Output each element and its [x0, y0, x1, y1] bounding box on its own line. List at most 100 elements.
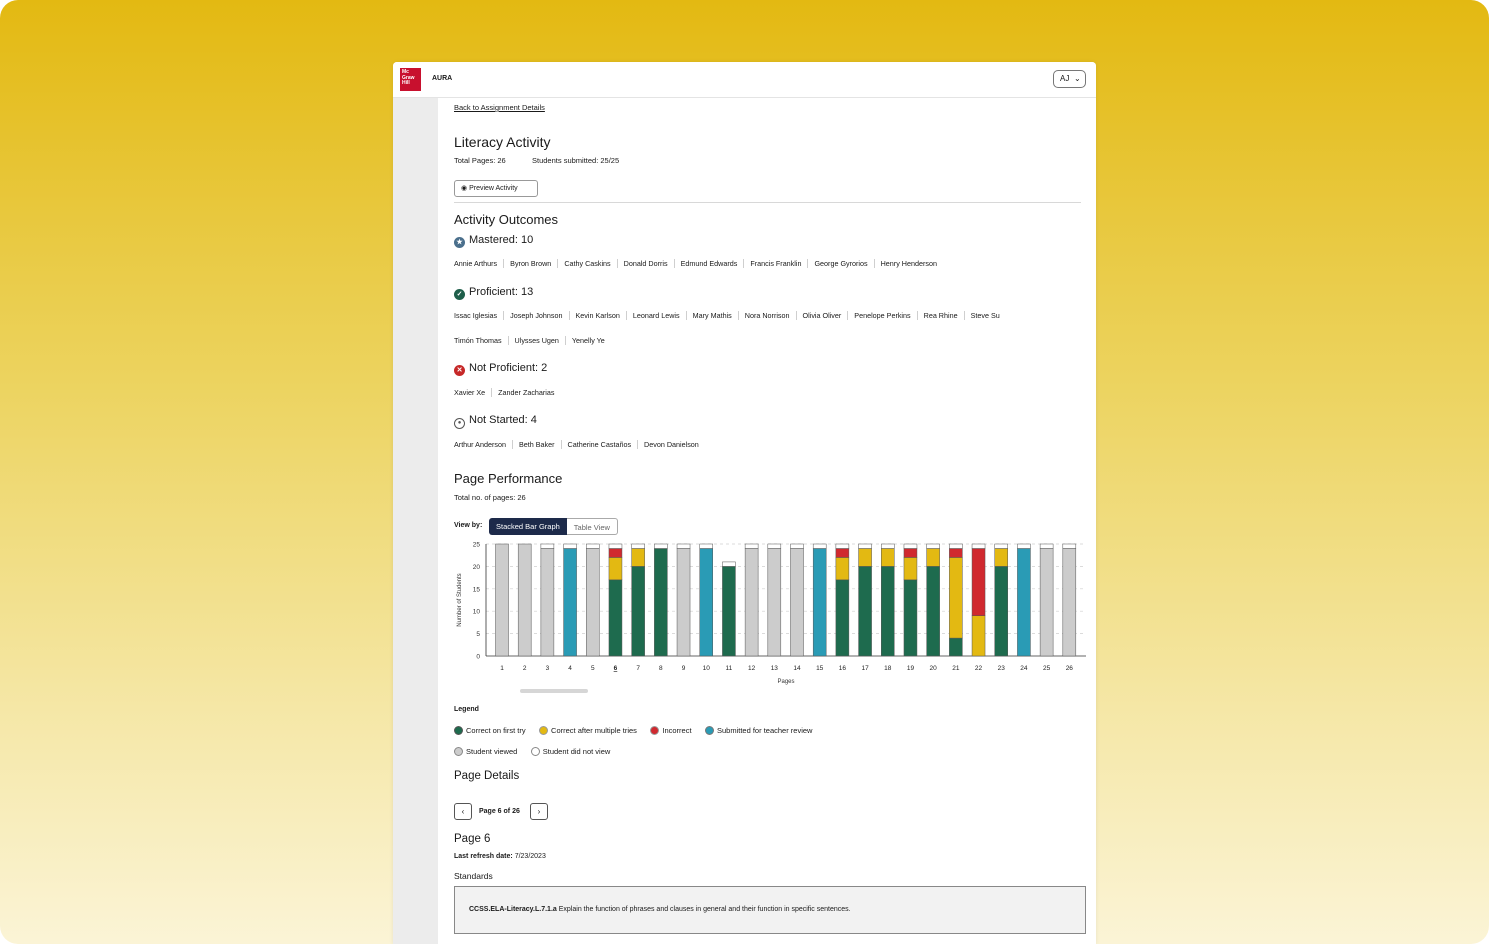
x-tick-label: 6 — [614, 665, 618, 672]
list-item[interactable]: Zander Zacharias — [498, 388, 555, 397]
list-item[interactable]: Cathy Caskins — [564, 259, 618, 268]
bar-segment — [994, 548, 1008, 567]
legend-label: Incorrect — [662, 726, 692, 735]
x-tick-label: 18 — [884, 665, 892, 672]
prev-page-button[interactable]: ‹ — [454, 803, 472, 820]
bar-segment — [767, 543, 782, 549]
list-item[interactable]: Timón Thomas — [454, 336, 509, 345]
activity-outcomes-title: Activity Outcomes — [454, 212, 559, 227]
bar-segment — [540, 548, 555, 657]
list-item[interactable]: Steve Su — [970, 311, 1000, 320]
list-item[interactable]: Mary Mathis — [693, 311, 739, 320]
x-tick-label: 20 — [930, 665, 938, 672]
bar-segment — [586, 548, 600, 657]
bar-segment — [971, 615, 986, 657]
list-item[interactable]: Kevin Karlson — [576, 311, 627, 320]
pager-label: Page 6 of 26 — [479, 808, 520, 815]
page-title: Literacy Activity — [454, 134, 551, 150]
legend-swatch — [705, 726, 714, 735]
legend-item: Submitted for teacher review — [705, 726, 812, 735]
stacked-bar-graph-tab[interactable]: Stacked Bar Graph — [489, 518, 567, 535]
bar-segment — [744, 548, 759, 657]
user-initials: AJ — [1060, 74, 1070, 83]
y-tick-label: 5 — [476, 631, 480, 638]
bar-segment — [835, 548, 850, 558]
bar-segment — [586, 543, 600, 549]
bar-segment — [881, 548, 895, 567]
bar-segment — [903, 543, 918, 549]
list-item[interactable]: Edmund Edwards — [681, 259, 745, 268]
list-item[interactable]: Donald Dorris — [624, 259, 675, 268]
list-item[interactable]: Catherine Castaños — [568, 440, 639, 449]
list-item[interactable]: Olivia Oliver — [803, 311, 849, 320]
bar-segment — [631, 543, 645, 549]
list-item[interactable]: Devon Danielson — [644, 440, 699, 449]
bar-segment — [699, 543, 713, 549]
list-item[interactable]: Joseph Johnson — [510, 311, 570, 320]
list-item[interactable]: Nora Norrison — [745, 311, 797, 320]
list-item[interactable]: Issac Iglesias — [454, 311, 505, 320]
y-axis-label: Number of Students — [457, 573, 463, 626]
bar-segment — [926, 543, 940, 549]
back-to-assignment-link[interactable]: Back to Assignment Details — [454, 103, 545, 112]
bar-segment — [949, 637, 963, 657]
check-circle-icon: ✓ — [454, 289, 465, 300]
legend-row-2: Student viewed Student did not view — [454, 743, 619, 761]
page-heading: Page 6 — [454, 833, 491, 845]
not-proficient-heading: ✕ Not Proficient: 2 — [454, 362, 547, 376]
list-item[interactable]: Penelope Perkins — [854, 311, 918, 320]
bar-segment — [903, 548, 918, 558]
list-item[interactable]: Yenelly Ye — [571, 336, 605, 345]
bar-segment — [722, 566, 736, 657]
x-axis-label: Pages — [777, 679, 794, 685]
list-item[interactable]: Henry Henderson — [880, 259, 937, 268]
list-item[interactable]: George Gyrorios — [814, 259, 875, 268]
bar-segment — [790, 548, 804, 657]
bar-segment — [1062, 548, 1077, 657]
y-tick-label: 15 — [473, 586, 481, 593]
app-window: Mc Graw Hill AURA AJ ⌄ Back to Assignment … — [393, 62, 1096, 944]
students-submitted-text: Students submitted: 25/25 — [532, 156, 620, 165]
list-item[interactable]: Ulysses Ugen — [515, 336, 566, 345]
user-menu-button[interactable]: AJ ⌄ — [1053, 70, 1086, 88]
legend-label: Student did not view — [542, 747, 611, 756]
list-item[interactable]: Byron Brown — [510, 259, 559, 268]
list-item[interactable]: Xavier Xe — [454, 388, 493, 397]
list-item[interactable]: Rea Rhine — [924, 311, 965, 320]
legend-item: Correct on first try — [454, 726, 526, 735]
bar-segment — [699, 548, 713, 657]
preview-activity-button[interactable]: ◉ Preview Activity — [454, 180, 538, 197]
list-item[interactable]: Annie Arthurs — [454, 259, 505, 268]
bar-segment — [858, 566, 872, 657]
list-item[interactable]: Beth Baker — [519, 440, 562, 449]
bar-segment — [949, 543, 963, 549]
standards-title: Standards — [454, 871, 493, 881]
divider — [454, 202, 1081, 203]
x-tick-label: 5 — [591, 665, 595, 672]
bar-segment — [722, 561, 736, 567]
list-item[interactable]: Francis Franklin — [750, 259, 809, 268]
list-item[interactable]: Arthur Anderson — [454, 440, 513, 449]
bar-segment — [631, 548, 645, 567]
proficient-heading: ✓ Proficient: 13 — [454, 286, 533, 300]
proficient-label: Proficient: 13 — [469, 286, 534, 298]
brand-logo[interactable]: Mc Graw Hill — [400, 68, 421, 91]
table-view-tab[interactable]: Table View — [566, 518, 618, 535]
left-rail — [393, 98, 438, 944]
x-tick-label: 15 — [816, 665, 824, 672]
not-started-label: Not Started: 4 — [469, 414, 537, 426]
bar-segment — [563, 543, 577, 549]
not-proficient-names: Xavier Xe Zander Zacharias — [454, 388, 567, 397]
bar-segment — [790, 543, 804, 549]
list-item[interactable]: Leonard Lewis — [633, 311, 687, 320]
x-tick-label: 9 — [682, 665, 686, 672]
bar-segment — [812, 548, 827, 657]
legend-label: Correct after multiple tries — [551, 726, 637, 735]
standard-box: CCSS.ELA-Literacy.L.7.1.a Explain the fu… — [454, 886, 1086, 934]
bar-segment — [835, 557, 850, 581]
next-page-button[interactable]: › — [530, 803, 548, 820]
x-tick-label: 19 — [907, 665, 915, 672]
chevron-down-icon: ⌄ — [1074, 74, 1081, 83]
chart-scrollbar[interactable] — [520, 689, 588, 693]
